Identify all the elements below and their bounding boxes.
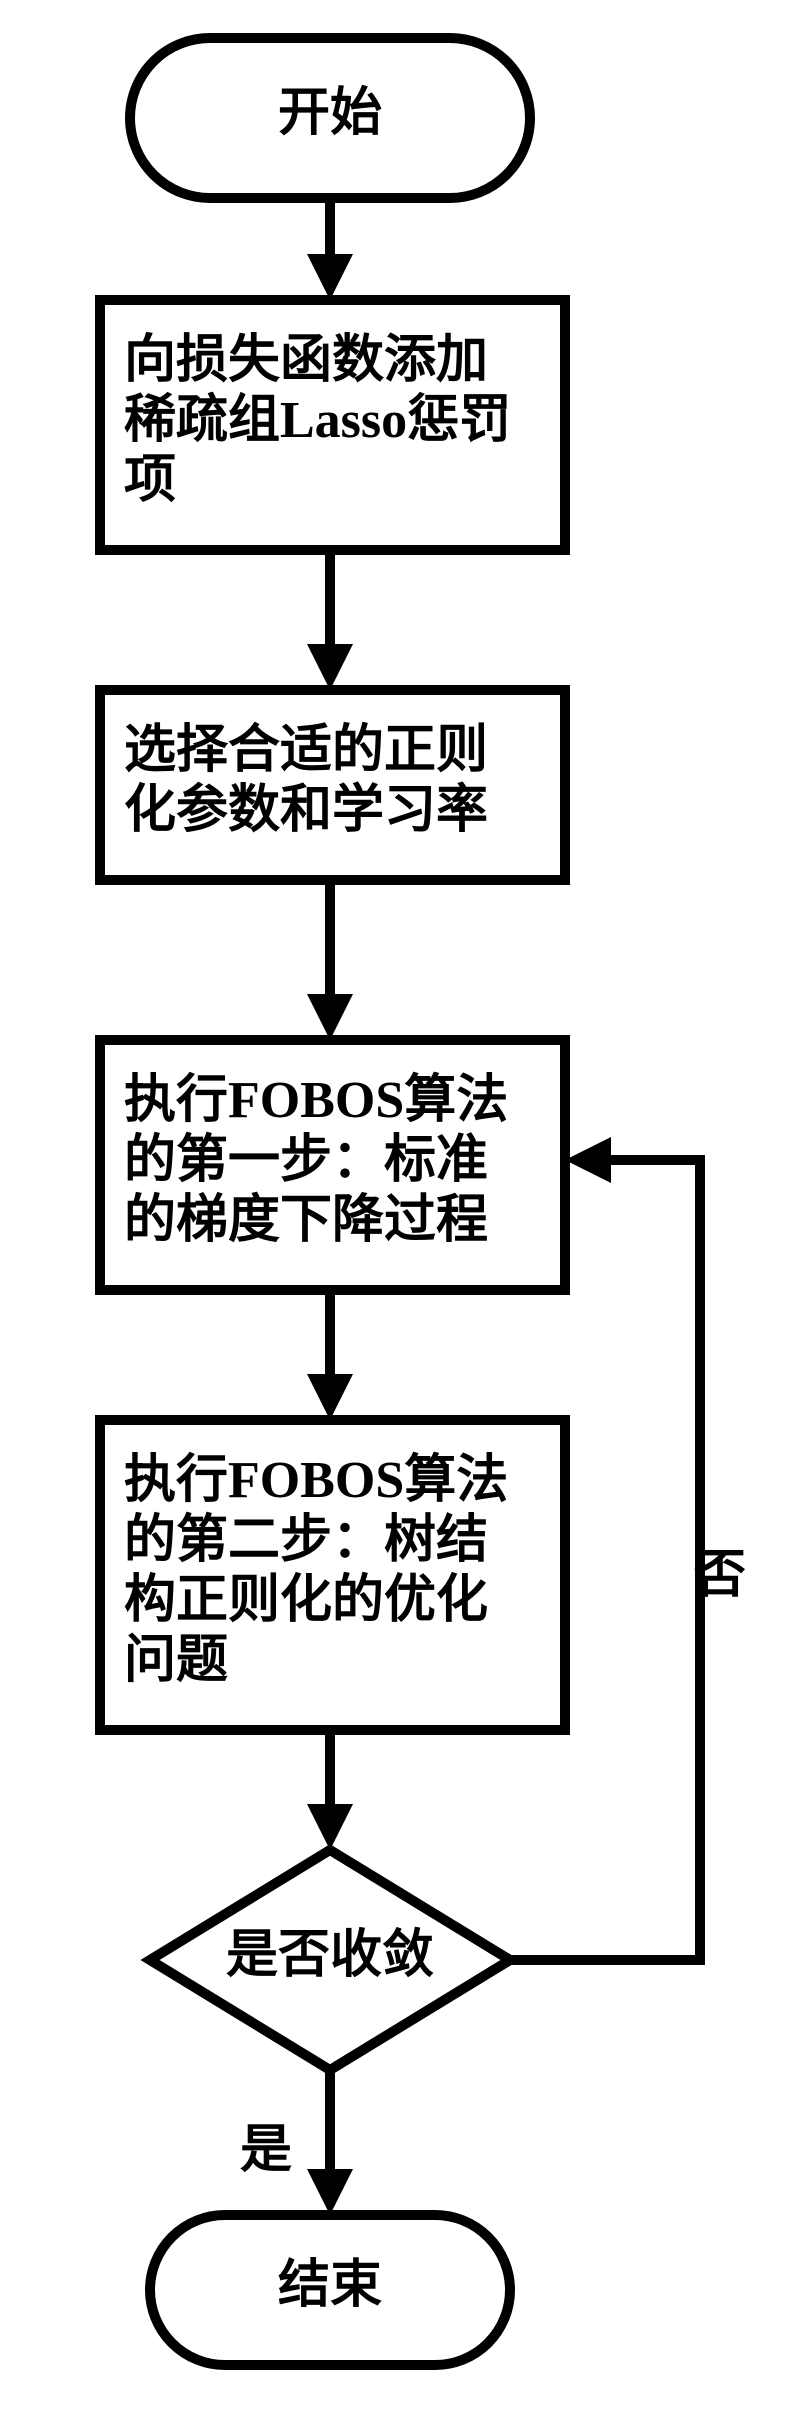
node-text-line: 开始 bbox=[278, 84, 382, 142]
node-step1: 向损失函数添加稀疏组Lasso惩罚项 bbox=[100, 300, 565, 550]
edge-label-e_loop: 否 bbox=[694, 1547, 746, 1604]
node-step4: 执行FOBOS算法的第二步：树结构正则化的优化问题 bbox=[100, 1420, 565, 1730]
node-text-line: 的第二步：树结 bbox=[124, 1511, 488, 1569]
node-text-line: 选择合适的正则 bbox=[124, 721, 488, 779]
edge-label-e_dec_end: 是 bbox=[240, 2122, 292, 2179]
node-text-line: 稀疏组Lasso惩罚 bbox=[124, 391, 511, 449]
node-start: 开始 bbox=[130, 38, 530, 198]
node-step3: 执行FOBOS算法的第一步：标准的梯度下降过程 bbox=[100, 1040, 565, 1290]
node-text-line: 结束 bbox=[278, 2256, 382, 2314]
node-text-line: 向损失函数添加 bbox=[124, 331, 488, 389]
node-text-line: 的梯度下降过程 bbox=[124, 1191, 488, 1249]
node-text-line: 执行FOBOS算法 bbox=[124, 1451, 508, 1509]
node-text-line: 是否收敛 bbox=[226, 1926, 434, 1984]
node-step2: 选择合适的正则化参数和学习率 bbox=[100, 690, 565, 880]
node-text-line: 构正则化的优化 bbox=[124, 1571, 488, 1629]
node-end: 结束 bbox=[150, 2215, 510, 2365]
node-text-line: 的第一步：标准 bbox=[124, 1131, 488, 1189]
node-text-line: 项 bbox=[124, 452, 176, 509]
node-text-line: 执行FOBOS算法 bbox=[124, 1071, 508, 1129]
node-text-line: 化参数和学习率 bbox=[124, 781, 488, 839]
node-text-line: 问题 bbox=[124, 1632, 228, 1689]
